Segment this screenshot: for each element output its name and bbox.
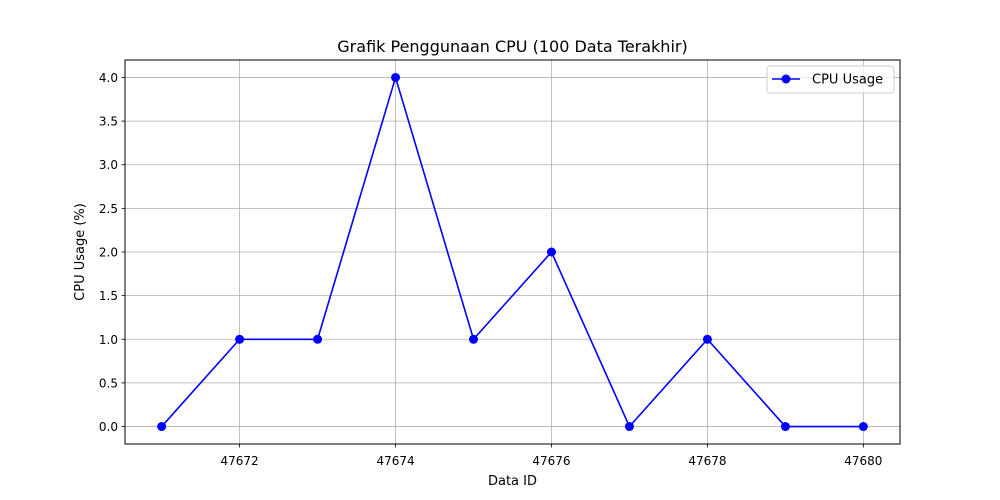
- data-point: [780, 422, 790, 432]
- x-tick-label: 47672: [221, 454, 259, 468]
- data-point: [235, 334, 245, 344]
- x-tick-label: 47678: [688, 454, 726, 468]
- x-tick-label: 47680: [844, 454, 882, 468]
- y-axis-label: CPU Usage (%): [73, 203, 88, 301]
- y-tick-label: 1.5: [99, 289, 118, 303]
- legend-label: CPU Usage: [812, 73, 883, 88]
- x-axis-label: Data ID: [488, 474, 537, 489]
- x-tick-label: 47674: [376, 454, 414, 468]
- legend-marker-swatch: [781, 74, 791, 84]
- data-point: [313, 334, 323, 344]
- legend: CPU Usage: [766, 65, 895, 94]
- y-tick-label: 2.5: [99, 202, 118, 216]
- y-tick-label: 3.5: [99, 115, 118, 129]
- y-tick-label: 3.0: [99, 158, 118, 172]
- x-tick-label: 47676: [532, 454, 570, 468]
- y-tick-label: 0.0: [99, 420, 118, 434]
- data-point: [702, 334, 712, 344]
- data-point: [546, 247, 556, 257]
- data-point: [391, 72, 401, 82]
- data-point: [469, 334, 479, 344]
- data-point: [624, 422, 634, 432]
- y-tick-label: 4.0: [99, 71, 118, 85]
- legend-box: [766, 65, 895, 94]
- ticks-layer: 47672 47674 47676 47678 47680 0.0 0.5 1.0 1.5 2.0…: [99, 71, 883, 468]
- series-line: [161, 76, 864, 428]
- data-point: [157, 422, 167, 432]
- chart-title: Grafik Penggunaan CPU (100 Data Terakhir…: [337, 37, 687, 56]
- y-tick-label: 0.5: [99, 376, 118, 390]
- series-layer: [157, 72, 868, 432]
- y-tick-label: 2.0: [99, 246, 118, 260]
- y-tick-label: 1.0: [99, 333, 118, 347]
- data-point: [858, 422, 868, 432]
